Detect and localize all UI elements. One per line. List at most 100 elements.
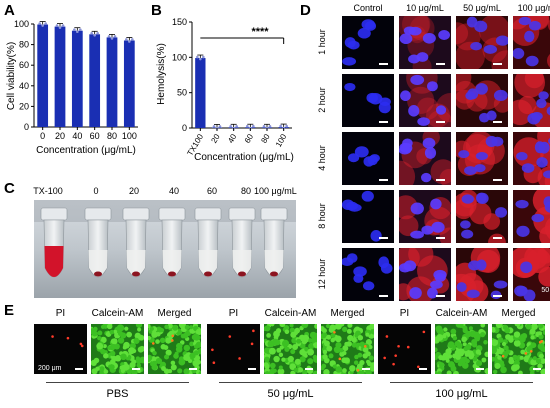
live-cell <box>184 324 190 330</box>
tube-photo-panel: TX-100 0 20 40 60 80 100 μg/mL <box>33 186 297 298</box>
live-cell <box>116 324 124 332</box>
data-point <box>38 22 41 25</box>
micrograph-tile <box>342 74 394 127</box>
live-cell <box>371 363 374 370</box>
nucleus <box>421 225 434 235</box>
live-cell <box>465 343 472 350</box>
micrograph-tile <box>342 248 394 301</box>
scale-bar <box>436 121 445 123</box>
live-cell <box>273 330 280 338</box>
nucleus <box>410 202 424 215</box>
red-stain <box>416 97 439 120</box>
dead-cell <box>252 329 255 333</box>
live-cell <box>531 324 538 331</box>
live-cell <box>330 337 335 343</box>
data-point <box>218 125 222 128</box>
live-cell <box>108 364 115 370</box>
group-divider <box>46 382 189 383</box>
nucleus <box>400 90 411 102</box>
nucleus <box>467 88 479 100</box>
scale-bar <box>305 368 313 370</box>
tube-cap <box>40 207 68 221</box>
data-point <box>44 22 47 25</box>
nucleus <box>466 16 478 28</box>
row-header: 4 hour <box>317 144 327 171</box>
live-cell <box>290 349 296 355</box>
live-cell <box>455 354 461 360</box>
micrograph-tile <box>399 190 451 243</box>
y-tick-label: 100 <box>14 19 29 29</box>
nucleus <box>416 52 429 62</box>
stain-image-tile <box>264 324 317 374</box>
live-cell <box>303 353 308 358</box>
dead-cell <box>392 362 395 366</box>
nucleus <box>362 281 375 291</box>
live-cell <box>447 354 453 359</box>
nucleus <box>427 81 438 92</box>
live-cell <box>183 344 191 352</box>
nucleus <box>433 269 447 280</box>
nucleus <box>353 266 367 277</box>
group-divider <box>390 382 533 383</box>
live-cell <box>538 334 544 340</box>
tube-pellet <box>270 271 278 277</box>
live-cell <box>110 338 116 344</box>
bar <box>37 24 49 127</box>
live-cell <box>177 368 183 374</box>
tube-pellet <box>94 271 102 277</box>
live-cell <box>294 358 301 365</box>
live-cell <box>465 358 470 364</box>
nucleus <box>361 190 374 202</box>
live-cell <box>268 347 276 355</box>
red-stain <box>547 53 550 68</box>
live-cell <box>540 368 545 374</box>
live-cell <box>450 328 457 335</box>
live-cell <box>302 370 307 374</box>
nucleus <box>378 101 391 114</box>
bar <box>106 37 118 127</box>
live-cell <box>109 329 115 335</box>
live-cell <box>132 348 137 354</box>
stain-image-tile <box>91 324 144 374</box>
live-cell <box>110 358 116 365</box>
live-cell <box>279 324 286 328</box>
live-cell <box>513 331 521 338</box>
live-cell <box>264 363 270 370</box>
live-cell <box>133 337 140 344</box>
merged-dead-cell <box>524 352 528 355</box>
stain-header: PI <box>228 308 239 319</box>
live-cell <box>529 365 536 373</box>
live-cell <box>113 343 120 350</box>
scale-label: 200 μm <box>38 365 62 372</box>
scale-bar <box>379 237 388 239</box>
live-cell <box>346 341 352 347</box>
nucleus <box>421 172 432 183</box>
live-cell <box>289 324 294 328</box>
scale-bar <box>436 63 445 65</box>
live-cell <box>530 335 535 340</box>
nucleus <box>546 106 550 116</box>
dead-cell <box>80 344 84 348</box>
tube-cap <box>228 207 256 221</box>
live-cell <box>302 334 310 342</box>
micrograph-tile <box>456 190 508 243</box>
micrograph-tile <box>342 190 394 243</box>
live-cell <box>161 366 166 372</box>
live-cell <box>289 327 295 334</box>
x-tick-label: 80 <box>259 132 272 145</box>
bar <box>195 58 206 128</box>
data-point <box>268 124 272 128</box>
tube-cap <box>260 207 288 221</box>
live-cell <box>273 355 280 363</box>
live-cell <box>193 333 200 341</box>
live-cell <box>314 324 317 329</box>
micrograph-tile <box>399 132 451 185</box>
data-point <box>76 30 79 33</box>
nucleus <box>422 137 436 149</box>
stain-header: PI <box>55 308 66 319</box>
live-cell <box>195 328 201 336</box>
live-cell <box>518 370 523 374</box>
scale-bar <box>493 295 502 297</box>
live-cell <box>492 339 499 347</box>
